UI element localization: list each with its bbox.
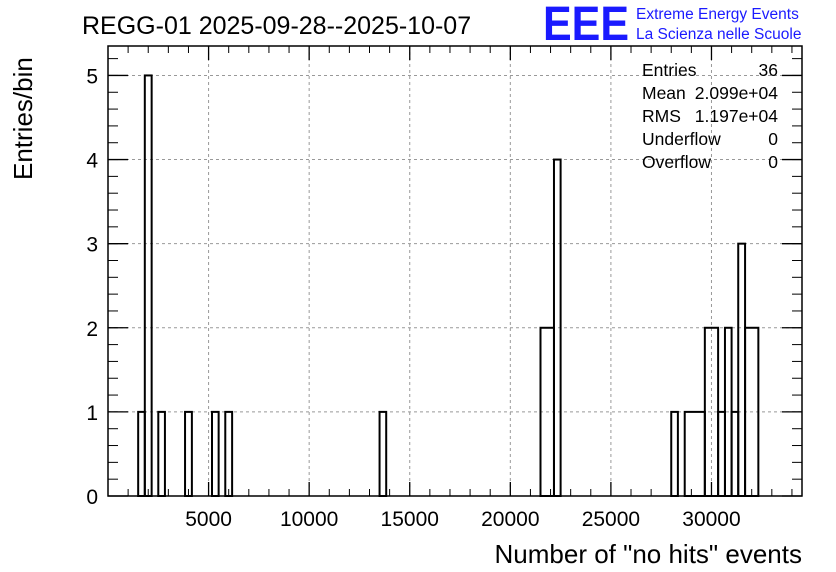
stats-label-rms: RMS bbox=[642, 106, 681, 126]
histogram-bin bbox=[210, 410, 220, 497]
stats-label-mean: Mean bbox=[642, 83, 686, 103]
eee-logo: EEE Extreme Energy Events La Scienza nel… bbox=[543, 0, 801, 51]
stats-value-overflow: 0 bbox=[768, 152, 778, 172]
histogram-bin bbox=[143, 74, 153, 498]
x-tick-labels: 5000 10000 15000 20000 25000 30000 bbox=[185, 508, 740, 531]
histogram-bin bbox=[552, 158, 562, 498]
eee-logo-line1: Extreme Energy Events bbox=[636, 6, 799, 23]
stats-value-rms: 1.197e+04 bbox=[695, 106, 778, 126]
histogram-bin bbox=[670, 410, 679, 497]
x-tick-label: 10000 bbox=[280, 508, 338, 531]
y-tick-label: 5 bbox=[86, 65, 98, 88]
stats-label-overflow: Overflow bbox=[642, 152, 711, 172]
stats-value-underflow: 0 bbox=[768, 129, 778, 149]
histogram-bin bbox=[737, 242, 747, 497]
stats-label-underflow: Underflow bbox=[642, 129, 721, 149]
x-tick-label: 5000 bbox=[185, 508, 232, 531]
histogram-bin bbox=[157, 410, 166, 497]
y-tick-label: 2 bbox=[86, 318, 98, 341]
chart-title: REGG-01 2025-09-28--2025-10-07 bbox=[82, 12, 471, 40]
y-tick-label: 1 bbox=[86, 402, 98, 425]
histogram-bin bbox=[184, 410, 193, 497]
stats-box: Entries 36 Mean 2.099e+04 RMS 1.197e+04 … bbox=[642, 60, 778, 172]
plot-frame bbox=[107, 45, 803, 497]
y-tick-labels: 0 1 2 3 4 5 bbox=[86, 65, 98, 509]
stats-label-entries: Entries bbox=[642, 60, 697, 80]
grid-lines bbox=[108, 46, 802, 496]
eee-logo-line2: La Scienza nelle Scuole bbox=[636, 26, 801, 43]
eee-logo-mark: EEE bbox=[543, 0, 629, 51]
y-tick-label: 0 bbox=[86, 486, 98, 509]
x-tick-label: 30000 bbox=[682, 508, 740, 531]
histogram-bin bbox=[224, 410, 234, 497]
x-axis-label: Number of "no hits" events bbox=[495, 539, 803, 569]
histogram-bin bbox=[378, 410, 388, 497]
stats-value-entries: 36 bbox=[759, 60, 778, 80]
histogram-bin bbox=[683, 410, 706, 497]
stats-value-mean: 2.099e+04 bbox=[695, 83, 778, 103]
x-tick-label: 15000 bbox=[381, 508, 439, 531]
y-axis-label: Entries/bin bbox=[8, 57, 38, 180]
y-tick-label: 4 bbox=[86, 150, 98, 173]
y-tick-label: 3 bbox=[86, 234, 98, 257]
axis-ticks bbox=[108, 46, 802, 497]
x-tick-label: 20000 bbox=[481, 508, 539, 531]
x-tick-label: 25000 bbox=[582, 508, 640, 531]
histogram-bin bbox=[717, 410, 726, 497]
